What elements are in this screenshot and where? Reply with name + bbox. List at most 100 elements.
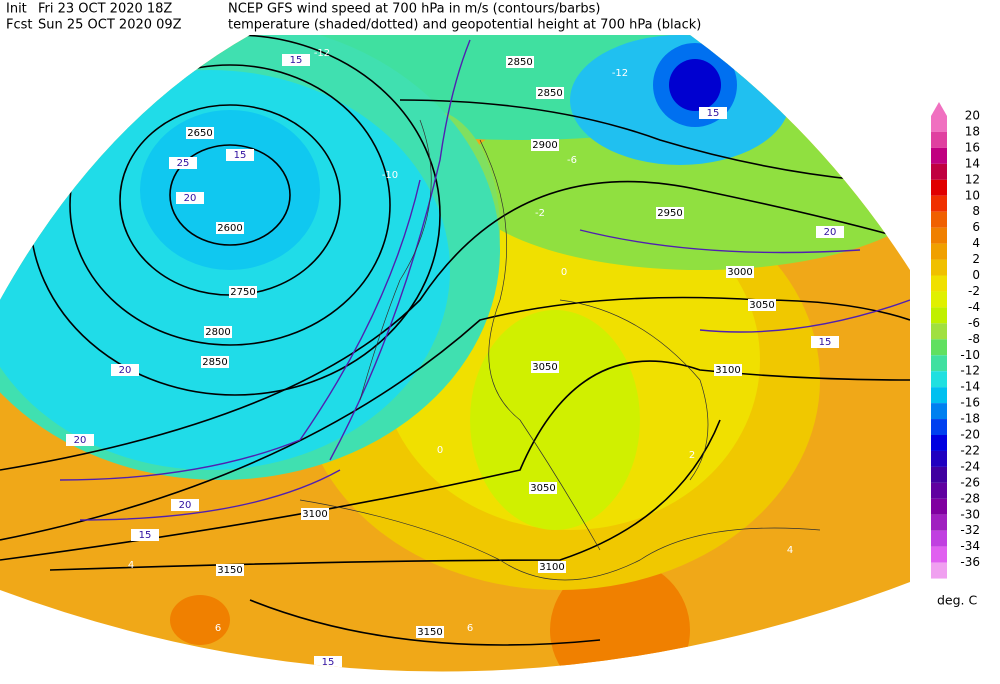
height-label: 3050	[530, 483, 555, 494]
colorbar-swatch	[931, 131, 947, 148]
wind-label: 20	[74, 435, 87, 446]
colorbar-label: -20	[960, 428, 980, 442]
wind-label: 20	[119, 365, 132, 376]
wind-label: 15	[707, 108, 720, 119]
label-bg	[186, 127, 214, 139]
init-label: Init	[6, 2, 27, 17]
colorbar-label: -16	[960, 396, 980, 410]
colorbar-swatch	[931, 530, 947, 547]
colorbar-label: -36	[960, 555, 980, 569]
height-label: 2850	[202, 357, 227, 368]
colorbar-label: 4	[972, 236, 980, 250]
temperature-label: 4	[787, 545, 793, 556]
temperature-label: -12	[314, 48, 330, 59]
temperature-label: -2	[535, 208, 545, 219]
shading	[140, 110, 320, 270]
colorbar-swatch	[931, 275, 947, 292]
colorbar-label: -30	[960, 507, 980, 521]
temperature-label: 6	[467, 623, 473, 634]
init-time: Fri 23 OCT 2020 18Z	[38, 2, 172, 17]
wind-label: 25	[177, 158, 190, 169]
label-bg	[226, 149, 254, 161]
wind-label: 20	[184, 193, 197, 204]
label-bg	[816, 226, 844, 238]
colorbar-swatch	[931, 323, 947, 340]
label-bg	[811, 336, 839, 348]
colorbar-swatch	[931, 514, 947, 531]
colorbar-swatch	[931, 466, 947, 483]
label-bg	[531, 361, 559, 373]
temperature-label: 0	[437, 445, 443, 456]
colorbar-label: -10	[960, 348, 980, 362]
colorbar-unit: deg. C	[937, 593, 978, 608]
colorbar-label: -2	[968, 284, 980, 298]
colorbar-swatch	[931, 211, 947, 228]
colorbar-swatch	[931, 291, 947, 308]
label-bg	[111, 364, 139, 376]
colorbar-swatch	[931, 163, 947, 180]
temperature-label: 6	[215, 623, 221, 634]
shading	[0, 70, 450, 470]
colorbar-label: -26	[960, 475, 980, 489]
temperature-label: -12	[612, 68, 628, 79]
label-bg	[131, 529, 159, 541]
colorbar-label: 16	[965, 140, 980, 154]
label-bg	[216, 222, 244, 234]
label-bg	[536, 87, 564, 99]
colorbar-label: -14	[960, 380, 980, 394]
colorbar-label: 20	[965, 109, 980, 123]
wind-label: 15	[819, 337, 832, 348]
shading	[669, 59, 721, 111]
label-bg	[216, 564, 244, 576]
label-bg	[66, 434, 94, 446]
label-bg	[204, 326, 232, 338]
wind-contours	[59, 39, 910, 521]
shading	[470, 310, 640, 530]
wind-label: 15	[139, 530, 152, 541]
temperature-label: 4	[128, 560, 134, 571]
colorbar-swatch	[931, 387, 947, 404]
height-label: 3150	[217, 565, 242, 576]
label-bg	[529, 482, 557, 494]
fcst-label: Fcst	[6, 18, 33, 33]
colorbar-swatch	[931, 435, 947, 451]
colorbar-swatch	[931, 243, 947, 260]
colorbar-swatch	[931, 371, 947, 388]
colorbar-swatch	[931, 419, 947, 435]
colorbar-swatch	[931, 562, 947, 579]
colorbar-swatch	[931, 147, 947, 164]
wind-label: 15	[234, 150, 247, 161]
colorbar-swatch	[931, 546, 947, 563]
colorbar-label: -18	[960, 412, 980, 426]
colorbar-label: -12	[960, 364, 980, 378]
title-line-2: temperature (shaded/dotted) and geopoten…	[228, 18, 701, 33]
colorbar-swatch	[931, 450, 947, 467]
temperature-label: -10	[382, 170, 398, 181]
colorbar-swatch	[931, 179, 947, 196]
label-bg	[301, 508, 329, 520]
label-bg	[726, 266, 754, 278]
colorbar-label: 18	[965, 124, 980, 138]
label-bg	[538, 561, 566, 573]
wind-label: 15	[290, 55, 303, 66]
height-label: 2850	[507, 57, 532, 68]
label-bg	[176, 192, 204, 204]
colorbar-swatch	[931, 403, 947, 420]
colorbar-label: 12	[965, 172, 980, 186]
label-bg	[531, 139, 559, 151]
coastlines	[299, 119, 821, 581]
temperature-label: -6	[567, 155, 577, 166]
title-line-1: NCEP GFS wind speed at 700 hPa in m/s (c…	[228, 2, 601, 17]
height-label: 3100	[302, 509, 327, 520]
label-bg	[748, 299, 776, 311]
wind-label: 20	[824, 227, 837, 238]
height-label: 3100	[539, 562, 564, 573]
height-label: 2600	[217, 223, 242, 234]
colorbar-label: -4	[968, 300, 980, 314]
label-bg	[699, 107, 727, 119]
label-bg	[416, 626, 444, 638]
label-bg	[229, 286, 257, 298]
colorbar-label: 0	[972, 268, 980, 282]
label-bg	[282, 54, 310, 66]
